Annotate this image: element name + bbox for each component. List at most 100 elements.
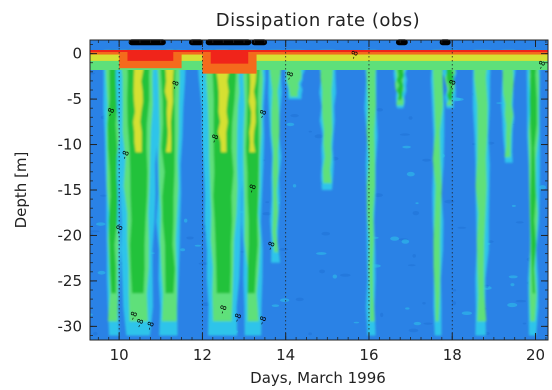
texture-speck [496, 102, 504, 104]
texture-speck [507, 302, 518, 308]
texture-speck [186, 236, 194, 240]
texture-speck [308, 130, 312, 133]
contour-label: -8 [232, 312, 244, 324]
texture-speck [353, 321, 360, 324]
texture-speck [290, 114, 299, 118]
texture-speck [183, 218, 188, 223]
contour-label: -8 [246, 183, 258, 195]
y-tick-label: -30 [58, 317, 83, 335]
texture-speck [401, 239, 410, 244]
texture-speck [180, 248, 186, 252]
texture-speck [90, 313, 93, 316]
contour-label: -8 [284, 70, 296, 82]
texture-speck [373, 193, 383, 198]
texture-speck [295, 297, 304, 302]
surface-band-yellow [90, 50, 548, 61]
mixing-column-lightgreen [320, 50, 335, 184]
texture-speck [452, 301, 456, 306]
texture-speck [415, 202, 419, 205]
x-tick-label: 18 [443, 346, 462, 364]
plot-area: -8-8-8-8-8-8-8-8-8-8-8-8-8-8-8-8-8-8 [90, 40, 548, 340]
texture-speck [515, 221, 524, 224]
mixing-column-green [529, 50, 537, 294]
texture-speck [339, 273, 351, 277]
texture-speck [511, 204, 516, 208]
mixing-column-lightgreen [269, 50, 281, 253]
texture-speck [457, 226, 467, 229]
contour-label: -8 [536, 59, 548, 71]
x-axis-ticks: 10 12 14 16 18 20 [97, 40, 547, 364]
texture-speck [487, 240, 494, 243]
texture-speck [444, 199, 455, 204]
texture-speck [390, 236, 400, 241]
texture-speck [99, 194, 108, 197]
texture-speck [423, 322, 433, 325]
x-tick-label: 10 [110, 346, 129, 364]
mixing-column-lightgreen [474, 50, 489, 322]
texture-speck [90, 72, 96, 75]
y-axis-label: Depth [m] [12, 152, 30, 229]
texture-speck [422, 158, 431, 162]
texture-speck [452, 289, 457, 292]
y-tick-label: -15 [58, 181, 83, 199]
surface-blob-core [127, 50, 174, 61]
texture-speck [412, 254, 416, 258]
texture-speck [422, 302, 426, 305]
texture-speck [265, 201, 270, 204]
y-tick-label: 0 [72, 45, 82, 63]
texture-speck [407, 264, 416, 267]
mixing-column-green [160, 50, 177, 294]
chart-title: Dissipation rate (obs) [216, 10, 420, 31]
texture-speck [278, 248, 289, 251]
x-tick-label: 20 [526, 346, 545, 364]
mixing-column-lightgreen [502, 50, 515, 158]
texture-speck [92, 331, 98, 336]
texture-speck [271, 304, 280, 307]
texture-speck [510, 283, 515, 287]
texture-speck [461, 311, 473, 315]
texture-speck [399, 133, 410, 136]
texture-speck [405, 307, 410, 310]
texture-speck [292, 184, 297, 188]
x-tick-label: 16 [359, 346, 378, 364]
mixing-column-yellow [131, 50, 145, 153]
mixing-column-yellow [215, 50, 231, 153]
texture-speck [314, 134, 324, 139]
texture-speck [321, 231, 331, 236]
contour-label: -8 [119, 149, 131, 161]
surface-blob-core [210, 50, 249, 64]
texture-speck [319, 269, 326, 274]
contour-label: -8 [169, 79, 181, 91]
texture-speck [376, 108, 383, 112]
mixing-column-green [244, 50, 260, 294]
texture-speck [380, 312, 384, 318]
y-tick-label: -5 [67, 90, 82, 108]
texture-speck [508, 275, 518, 279]
texture-speck [522, 322, 527, 325]
contour-label: -8 [128, 310, 140, 322]
texture-speck [408, 116, 413, 120]
y-tick-label: -10 [58, 136, 83, 154]
texture-speck [308, 332, 312, 336]
y-axis-ticks: 0 -5 -10 -15 -20 -25 -30 [58, 44, 548, 336]
mixing-column-yellow [248, 50, 257, 153]
texture-speck [408, 328, 419, 333]
texture-speck [95, 222, 106, 226]
texture-speck [97, 270, 106, 275]
x-axis-label: Days, March 1996 [250, 369, 386, 387]
mixing-column-lightgreen [365, 50, 377, 322]
texture-speck [286, 122, 295, 127]
texture-speck [316, 252, 327, 255]
mixing-column-lightgreen [432, 50, 443, 322]
mixing-column-green [212, 50, 237, 294]
y-tick-label: -20 [58, 226, 83, 244]
texture-speck [453, 97, 464, 101]
mixing-column-green [107, 50, 118, 294]
mixing-column-green [126, 50, 151, 294]
contour-label: -8 [348, 49, 360, 61]
surface-band-orange [90, 50, 548, 55]
texture-speck [90, 230, 100, 233]
contour-label: -8 [217, 304, 229, 316]
texture-speck [406, 171, 415, 177]
contour-label: -8 [105, 107, 117, 119]
